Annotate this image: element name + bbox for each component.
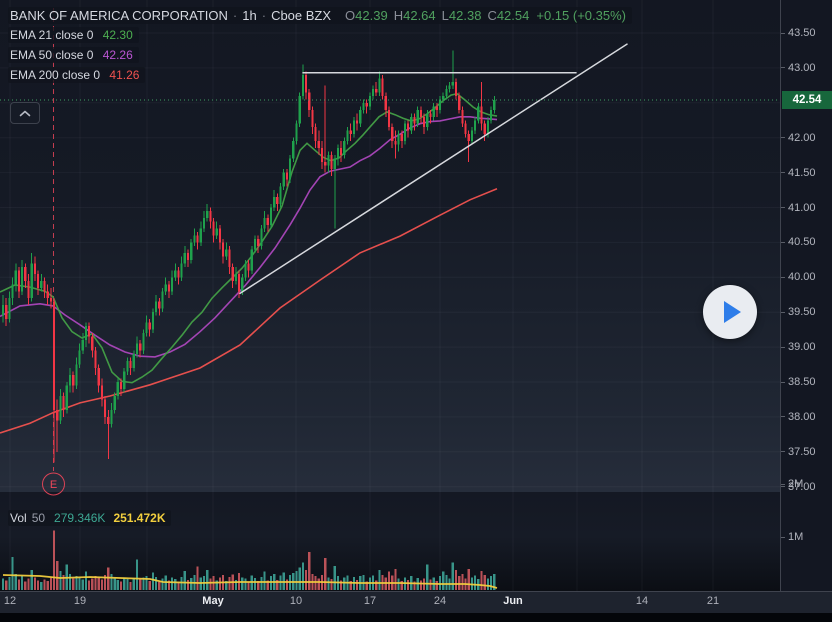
interval-button[interactable]: 1h bbox=[242, 8, 257, 23]
exchange-label: Cboe BZX bbox=[271, 8, 332, 23]
time-tick-May: May bbox=[202, 595, 224, 607]
indicator-row-ema50[interactable]: EMA 50 close 0 42.26 bbox=[8, 47, 139, 63]
time-tick-21: 21 bbox=[706, 595, 720, 607]
time-tick-17: 17 bbox=[363, 595, 377, 607]
indicator-row-ema21[interactable]: EMA 21 close 0 42.30 bbox=[8, 27, 139, 43]
open-value: 42.39 bbox=[355, 8, 388, 23]
ohlc-values: O42.39 H42.64 L42.38 C42.54 +0.15 (+0.35%) bbox=[339, 8, 626, 23]
earnings-marker: E bbox=[42, 8, 65, 496]
ema50-value: 42.26 bbox=[102, 48, 133, 62]
ema200-label[interactable]: EMA 200 close 0 bbox=[10, 68, 101, 82]
time-tick-24: 24 bbox=[433, 595, 447, 607]
price-tick-37.00: 37.00 bbox=[781, 480, 832, 494]
volume-period: 50 bbox=[31, 511, 46, 525]
price-axis[interactable]: 43.50 43.00 42.00 41.50 41.00 40.50 40.00 39.50… bbox=[780, 0, 832, 613]
volume-tick-2M: 2M bbox=[781, 477, 832, 491]
last-price-label: 42.54 bbox=[782, 91, 832, 109]
volume-indicator-row[interactable]: Vol 50 279.346K 251.472K bbox=[8, 510, 172, 526]
change-value: +0.15 (+0.35%) bbox=[536, 8, 626, 23]
chevron-up-icon bbox=[19, 104, 31, 122]
price-tick-42.00: 42.00 bbox=[781, 131, 832, 145]
close-key: C bbox=[487, 8, 497, 23]
price-tick-43.50: 43.50 bbox=[781, 26, 832, 40]
volume-layer bbox=[1, 530, 496, 590]
ema50-label[interactable]: EMA 50 close 0 bbox=[10, 48, 94, 62]
high-value: 42.64 bbox=[403, 8, 436, 23]
ema21-value: 42.30 bbox=[102, 28, 133, 42]
collapse-legend-button[interactable] bbox=[10, 102, 40, 124]
time-tick-10: 10 bbox=[289, 595, 303, 607]
symbol-title[interactable]: BANK OF AMERICA CORPORATION bbox=[10, 8, 228, 23]
ema200-value: 41.26 bbox=[109, 68, 140, 82]
price-tick-40.00: 40.00 bbox=[781, 270, 832, 284]
chart-canvas[interactable]: E bbox=[0, 0, 780, 591]
low-value: 42.38 bbox=[448, 8, 482, 23]
price-tick-40.50: 40.50 bbox=[781, 235, 832, 249]
price-tick-39.50: 39.50 bbox=[781, 305, 832, 319]
price-tick-41.00: 41.00 bbox=[781, 201, 832, 215]
price-tick-38.00: 38.00 bbox=[781, 410, 832, 424]
bottom-edge bbox=[0, 613, 832, 622]
volume-ma-line bbox=[2, 574, 498, 589]
header-separator2: · bbox=[261, 8, 267, 23]
volume-value: 279.346K bbox=[54, 511, 106, 525]
header-separator: · bbox=[232, 8, 238, 23]
time-tick-12: 12 bbox=[3, 595, 17, 607]
ema-line-ema200[interactable] bbox=[0, 187, 498, 434]
price-tick-39.00: 39.00 bbox=[781, 340, 832, 354]
price-tick-37.50: 37.50 bbox=[781, 445, 832, 459]
volume-ma-value: 251.472K bbox=[113, 511, 166, 525]
time-tick-Jun: Jun bbox=[503, 595, 523, 607]
svg-text:E: E bbox=[50, 479, 57, 491]
price-tick-41.50: 41.50 bbox=[781, 166, 832, 180]
volume-label[interactable]: Vol bbox=[10, 511, 27, 525]
time-tick-19: 19 bbox=[73, 595, 87, 607]
price-tick-38.50: 38.50 bbox=[781, 375, 832, 389]
symbol-header[interactable]: BANK OF AMERICA CORPORATION · 1h · Cboe BZX O… bbox=[8, 7, 632, 24]
play-icon bbox=[724, 301, 741, 323]
volume-tick-1M: 1M bbox=[781, 530, 832, 544]
trendline-ascending-support[interactable] bbox=[239, 43, 628, 295]
legend: BANK OF AMERICA CORPORATION · 1h · Cboe BZX O… bbox=[8, 7, 632, 87]
indicator-row-ema200[interactable]: EMA 200 close 0 41.26 bbox=[8, 67, 146, 83]
ema-line-ema50[interactable] bbox=[0, 116, 498, 358]
price-tick-43.00: 43.00 bbox=[781, 61, 832, 75]
replay-play-button[interactable] bbox=[703, 285, 757, 339]
ema21-label[interactable]: EMA 21 close 0 bbox=[10, 28, 94, 42]
open-key: O bbox=[345, 8, 356, 23]
ema-line-ema21[interactable] bbox=[0, 92, 498, 384]
grid-layer bbox=[0, 0, 780, 591]
time-tick-14: 14 bbox=[635, 595, 649, 607]
time-axis[interactable]: 12 19 May 10 17 24 Jun 14 21 bbox=[0, 591, 832, 613]
low-key: L bbox=[441, 8, 449, 23]
close-value: 42.54 bbox=[496, 8, 530, 23]
candles-layer bbox=[1, 50, 496, 463]
high-key: H bbox=[393, 8, 404, 23]
